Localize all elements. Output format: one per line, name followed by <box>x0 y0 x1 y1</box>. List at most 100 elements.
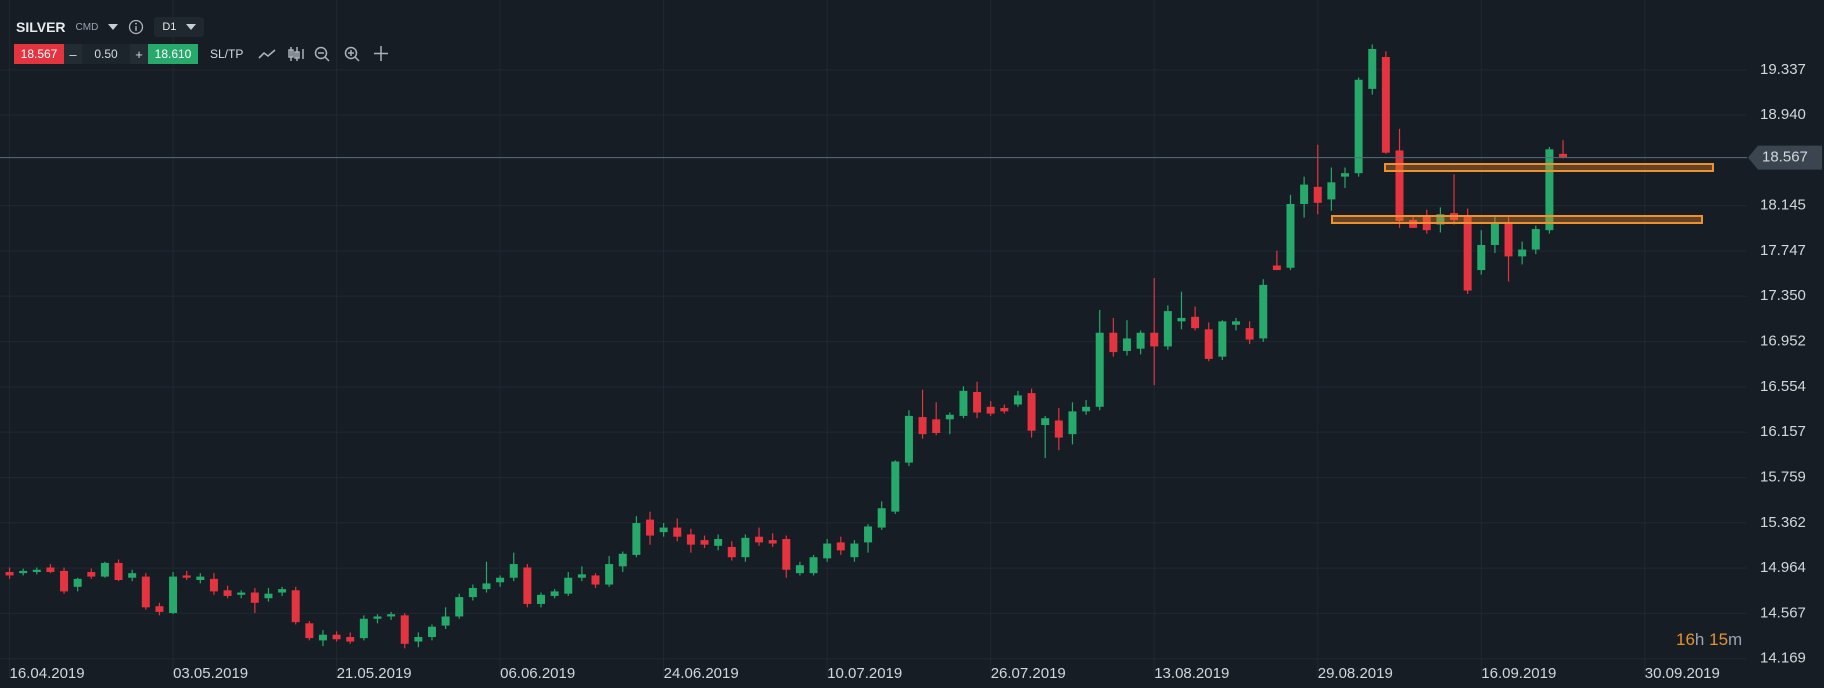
candle-body <box>427 626 436 637</box>
candle-body <box>400 615 409 644</box>
countdown: 16h 15m <box>1676 630 1742 650</box>
dropdown-icon[interactable] <box>108 24 119 30</box>
candle-body <box>223 590 232 596</box>
info-icon[interactable] <box>128 19 144 35</box>
line-chart-icon[interactable] <box>258 49 276 59</box>
support-zone[interactable] <box>1331 215 1703 224</box>
candle-body <box>182 575 191 578</box>
lot-plus[interactable]: + <box>130 44 148 64</box>
buy-button[interactable]: 18.610 <box>148 44 198 64</box>
candle-body <box>1082 406 1091 412</box>
candle-body <box>278 589 287 593</box>
x-tick-label: 30.09.2019 <box>1645 665 1720 682</box>
zoom-in-icon[interactable] <box>345 46 360 62</box>
sell-button[interactable]: 18.567 <box>14 44 64 64</box>
x-tick-label: 16.09.2019 <box>1481 665 1556 682</box>
y-tick-label: 17.747 <box>1760 242 1806 259</box>
candle-body <box>1068 411 1077 435</box>
candle-body <box>387 614 396 617</box>
candle-body <box>73 578 82 587</box>
y-tick-label: 18.940 <box>1760 106 1806 123</box>
candle-body <box>1286 203 1295 268</box>
candle-body <box>237 592 246 595</box>
candle-body <box>891 461 900 512</box>
candle-body <box>1531 229 1540 250</box>
candle-body <box>1354 79 1363 174</box>
candle-body <box>60 570 69 592</box>
candle-body <box>1490 222 1499 245</box>
y-tick-label: 19.337 <box>1760 61 1806 78</box>
candle-body <box>1368 48 1377 89</box>
candle-body <box>100 562 109 577</box>
candle-body <box>536 594 545 604</box>
candle-body <box>523 567 532 604</box>
dropdown-icon <box>186 24 197 30</box>
candle-body <box>1218 321 1227 357</box>
candle-body <box>1436 214 1445 225</box>
candle-body <box>1163 311 1172 347</box>
zoom-out-icon[interactable] <box>315 46 330 62</box>
candle-body <box>1231 321 1240 325</box>
toolbar-icons <box>258 46 389 62</box>
candle-body <box>1191 316 1200 329</box>
candle-body <box>250 592 259 603</box>
y-tick-label: 16.157 <box>1760 423 1806 440</box>
current-price-tag <box>1748 145 1822 170</box>
candle-body <box>19 570 28 574</box>
hours-unit: h <box>1694 630 1705 649</box>
candle-body <box>673 527 682 537</box>
candle-body <box>918 417 927 435</box>
candle-body <box>632 523 641 555</box>
candle-body <box>509 564 518 578</box>
candle-body <box>1013 395 1022 405</box>
grid <box>0 0 1747 678</box>
symbol-bar: SILVER CMD D1 <box>16 17 205 37</box>
x-tick-label: 16.04.2019 <box>10 665 85 682</box>
candle-body <box>264 593 273 599</box>
candle-body <box>32 569 41 573</box>
x-tick-label: 29.08.2019 <box>1318 665 1393 682</box>
candle-body <box>959 390 968 416</box>
candle-body <box>1000 407 1009 412</box>
x-tick-label: 03.05.2019 <box>173 665 248 682</box>
candle-body <box>591 575 600 585</box>
candle-body <box>1259 284 1268 339</box>
candle-body <box>332 634 341 640</box>
candle-body <box>618 553 627 567</box>
lot[interactable]: 0.50 <box>82 44 130 64</box>
candle-body <box>1545 149 1554 231</box>
lot-minus[interactable]: – <box>64 44 82 64</box>
symbol[interactable]: SILVER <box>16 19 66 35</box>
move-icon[interactable] <box>374 46 389 61</box>
candle-body <box>877 508 886 528</box>
candle-body <box>782 538 791 570</box>
candle-body <box>659 527 668 533</box>
candle-body <box>823 543 832 559</box>
minutes: 15 <box>1709 630 1729 649</box>
candle-body <box>1095 332 1104 407</box>
candle-body <box>686 534 695 545</box>
candle-body <box>795 565 804 574</box>
resistance-zone[interactable] <box>1384 163 1714 172</box>
candle-body <box>1381 56 1390 153</box>
trade-bar: 18.567 – 0.50 + 18.610 SL/TP <box>14 44 407 64</box>
candle-body <box>1504 222 1513 257</box>
candle-body <box>209 578 218 592</box>
x-tick-label: 13.08.2019 <box>1154 665 1229 682</box>
candle-body <box>741 537 750 558</box>
sltp[interactable]: SL/TP <box>210 47 244 61</box>
candle-body <box>114 562 123 581</box>
candle-body <box>646 519 655 536</box>
timeframe-select[interactable]: D1 <box>154 17 205 37</box>
candle-icon[interactable] <box>288 47 305 61</box>
hours: 16 <box>1676 630 1695 649</box>
candle-body <box>1177 317 1186 322</box>
y-tick-label: 15.362 <box>1760 514 1806 531</box>
candle-body <box>809 557 818 574</box>
candle-body <box>196 576 205 581</box>
candle-body <box>550 591 559 596</box>
candle-body <box>496 577 505 583</box>
y-tick-label: 18.145 <box>1760 197 1806 214</box>
x-tick-label: 06.06.2019 <box>500 665 575 682</box>
